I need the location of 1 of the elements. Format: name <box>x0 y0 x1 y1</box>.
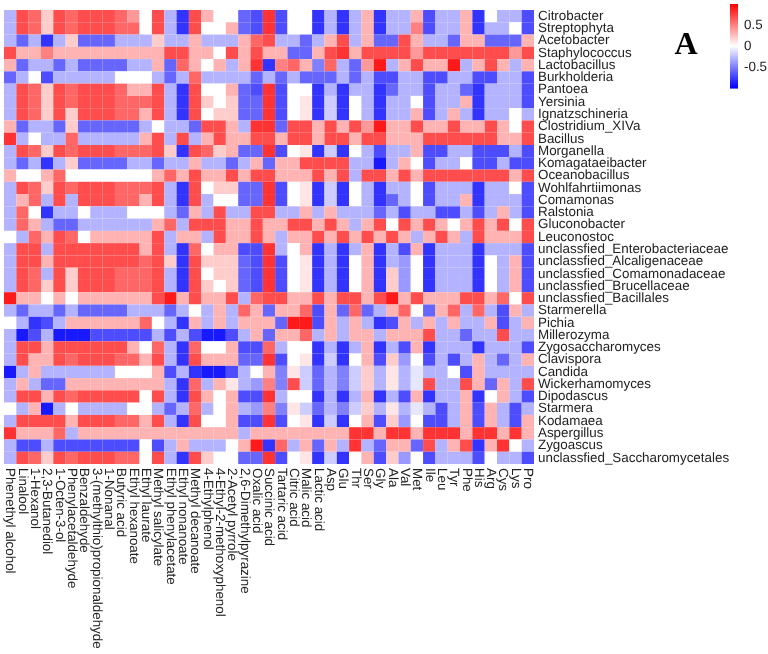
text: A <box>674 28 699 63</box>
